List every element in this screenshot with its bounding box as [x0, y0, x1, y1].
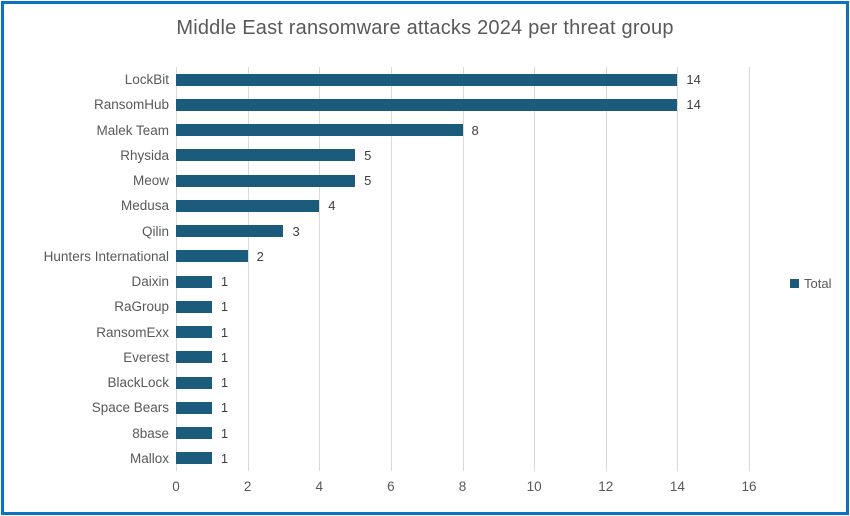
value-label: 1: [220, 450, 229, 466]
category-label: Everest: [123, 349, 169, 365]
value-label: 4: [328, 198, 336, 214]
chart-row: 8: [176, 118, 749, 143]
value-label: 5: [364, 147, 372, 163]
category-label: LockBit: [124, 72, 169, 88]
bar: [176, 73, 678, 86]
bar: [176, 376, 212, 389]
gridline: [677, 67, 679, 471]
bar: [176, 452, 212, 465]
bar: [176, 427, 212, 440]
gridline: [749, 67, 750, 471]
plot-area: 14 14 8 5 5 4 3 2 1 1 1 1 1 1 1 1: [176, 67, 750, 471]
bar: [176, 351, 212, 364]
bar: [176, 275, 212, 288]
value-axis: 0 2 4 6 8 10 12 14 16: [172, 479, 756, 497]
gridline-layer: [176, 67, 750, 471]
x-tick-label: 12: [598, 479, 614, 494]
value-label: 1: [220, 324, 229, 340]
x-tick-label: 2: [243, 479, 252, 494]
category-label: Malek Team: [96, 122, 169, 138]
category-label: RansomExx: [96, 324, 169, 340]
category-label: Qilin: [141, 223, 169, 239]
chart-row: 5: [176, 168, 749, 193]
bar: [176, 250, 248, 263]
legend-swatch-icon: [790, 279, 799, 288]
chart-row: 1: [176, 294, 749, 319]
x-tick-label: 16: [741, 479, 757, 494]
value-label: 14: [686, 72, 701, 88]
category-label: RaGroup: [114, 299, 169, 315]
value-label: 1: [220, 425, 229, 441]
category-axis: LockBit RansomHub Malek Team Rhysida Meow Med…: [4, 67, 169, 471]
bar: [176, 174, 356, 187]
value-label: 2: [256, 248, 264, 264]
chart-title: Middle East ransomware attacks 2024 per …: [176, 17, 674, 39]
bar: [176, 149, 356, 162]
value-label: 3: [292, 223, 300, 239]
bar: [176, 199, 320, 212]
x-tick-label: 4: [315, 479, 324, 494]
chart-row: 3: [176, 219, 749, 244]
category-label: Meow: [132, 173, 169, 189]
bar: [176, 98, 678, 111]
chart-row: 1: [176, 320, 749, 345]
chart-row: 1: [176, 395, 749, 420]
x-tick-label: 10: [526, 479, 542, 494]
chart-row: 14: [176, 67, 749, 92]
gridline: [176, 67, 177, 471]
chart-row: 1: [176, 345, 749, 370]
chart-row: 5: [176, 143, 749, 168]
value-label: 1: [220, 349, 229, 365]
chart-row: 1: [176, 421, 749, 446]
legend-label: Total: [804, 276, 832, 291]
bar: [176, 124, 463, 137]
category-label: RansomHub: [93, 97, 169, 113]
gridline: [605, 67, 607, 471]
chart-row: 1: [176, 446, 749, 471]
gridline: [319, 67, 321, 471]
chart-row: 1: [176, 269, 749, 294]
value-label: 1: [220, 299, 229, 315]
value-label: 14: [686, 97, 701, 113]
gridline: [247, 67, 249, 471]
legend: Total: [790, 276, 831, 291]
value-label: 1: [220, 375, 229, 391]
value-label: 1: [220, 400, 229, 416]
x-tick-label: 6: [387, 479, 395, 494]
bar: [176, 401, 212, 414]
gridline: [390, 67, 392, 471]
bar: [176, 300, 212, 313]
x-tick-label: 14: [669, 479, 685, 494]
category-label: Hunters International: [43, 248, 169, 264]
bar: [176, 225, 284, 238]
chart-row: 4: [176, 193, 749, 218]
category-label: Medusa: [120, 198, 169, 214]
chart-row: 1: [176, 370, 749, 395]
gridline: [534, 67, 536, 471]
x-tick-label: 0: [172, 479, 180, 494]
category-label: Mallox: [129, 450, 169, 466]
bar: [176, 326, 212, 339]
chart-row: 14: [176, 92, 749, 117]
gridline: [462, 67, 464, 471]
category-label: Daixin: [131, 274, 169, 290]
chart-row: 2: [176, 244, 749, 269]
value-label: 1: [220, 274, 229, 290]
category-label: Rhysida: [120, 147, 169, 163]
category-label: BlackLock: [107, 375, 169, 391]
category-label: Space Bears: [91, 400, 169, 416]
bar-series: 14 14 8 5 5 4 3 2 1 1 1 1 1 1 1 1: [176, 67, 749, 471]
value-label: 5: [364, 173, 372, 189]
category-label: 8base: [132, 425, 169, 441]
value-label: 8: [471, 122, 479, 138]
x-tick-label: 8: [458, 479, 467, 494]
